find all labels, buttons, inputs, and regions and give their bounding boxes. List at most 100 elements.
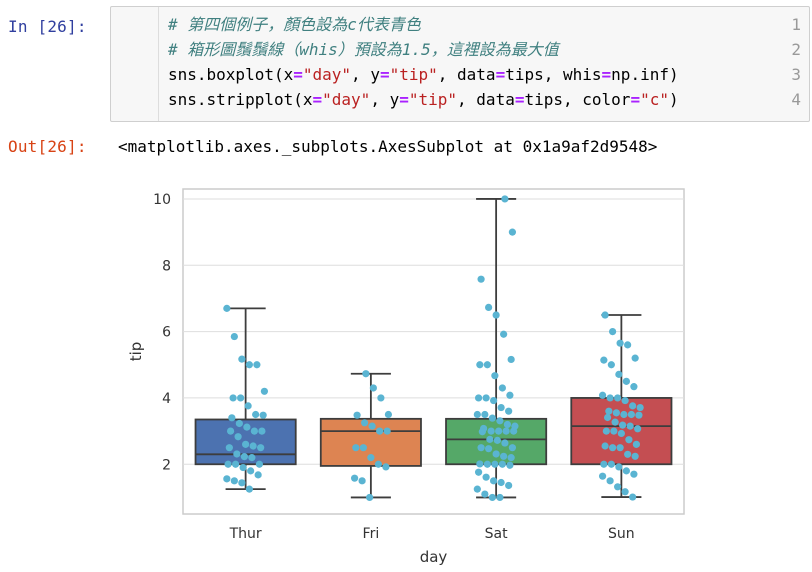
strip-point — [598, 391, 607, 399]
line-number: 1 — [791, 15, 801, 34]
code-token: tips, whis — [505, 65, 602, 84]
strip-point — [498, 460, 506, 468]
strip-point — [232, 460, 240, 468]
strip-point — [237, 394, 245, 402]
strip-point — [500, 452, 508, 460]
code-cell-input[interactable]: # 第四個例子，顏色設為c代表青色 # 箱形圖鬚鬚線（whis）預設為1.5，這裡… — [110, 6, 810, 122]
y-axis-label: tip — [127, 342, 145, 362]
strip-point — [606, 477, 614, 485]
strip-point — [635, 411, 643, 419]
strip-point — [609, 444, 617, 452]
code-string: "day" — [302, 65, 352, 84]
strip-point — [238, 355, 246, 363]
strip-point — [508, 228, 517, 236]
strip-point — [247, 467, 255, 475]
line-number: 3 — [791, 65, 801, 84]
code-token: , data — [437, 65, 496, 84]
strip-point — [369, 384, 377, 392]
strip-point — [491, 460, 499, 468]
strip-point — [224, 460, 232, 468]
strip-point — [600, 356, 608, 364]
strip-point — [491, 372, 499, 380]
strip-point — [384, 410, 393, 419]
strip-point — [481, 410, 489, 419]
code-line: sns.boxplot(x="day", y="tip", data=tips,… — [168, 62, 679, 87]
code-comment: # 箱形圖鬚鬚線（whis）預設為1.5，這裡設為最大值 — [168, 40, 559, 59]
code-token: , y — [351, 65, 380, 84]
strip-point — [492, 311, 500, 319]
strip-point — [473, 485, 481, 493]
code-operator: = — [399, 90, 409, 109]
strip-point — [505, 481, 513, 490]
strip-point — [609, 328, 617, 336]
code-string: "tip" — [389, 65, 438, 84]
strip-point — [483, 361, 491, 369]
code-token: , y — [370, 90, 400, 109]
strip-point — [621, 488, 629, 496]
strip-point — [258, 427, 266, 435]
strip-point — [622, 467, 630, 475]
input-prompt: In [26]: — [8, 17, 87, 36]
line-number: 2 — [791, 40, 801, 59]
strip-point — [624, 450, 632, 458]
strip-point — [257, 444, 265, 452]
strip-point — [253, 361, 261, 369]
strip-point — [482, 473, 490, 481]
strip-point — [260, 387, 269, 395]
strip-point — [382, 463, 390, 471]
strip-point — [625, 436, 633, 444]
code-operator: = — [379, 65, 390, 84]
strip-point — [627, 410, 635, 419]
strip-point — [250, 427, 258, 435]
code-operator: = — [630, 90, 641, 109]
strip-point — [603, 413, 612, 422]
strip-point — [598, 472, 607, 480]
strip-point — [229, 394, 237, 402]
code-string: "c" — [640, 90, 669, 109]
code-operator: = — [514, 90, 525, 109]
strip-point — [600, 460, 608, 468]
strip-point — [606, 394, 614, 402]
strip-point — [497, 478, 505, 487]
strip-point — [498, 384, 506, 392]
strip-point — [223, 304, 231, 312]
strip-point — [473, 410, 481, 419]
strip-point — [622, 377, 630, 385]
strip-point — [617, 429, 625, 438]
line-number-gutter — [111, 7, 159, 121]
strip-point — [630, 470, 638, 478]
strip-point — [615, 463, 623, 471]
strip-point — [230, 332, 238, 341]
strip-point — [478, 428, 486, 436]
strip-point — [482, 394, 490, 402]
strip-point — [505, 407, 513, 415]
code-string: "tip" — [408, 90, 458, 109]
strip-point — [601, 311, 609, 319]
strip-point — [501, 195, 509, 203]
strip-point — [621, 396, 629, 405]
strip-point — [500, 330, 508, 338]
strip-point — [259, 411, 267, 419]
code-token: np.inf) — [611, 65, 679, 84]
strip-point — [619, 421, 627, 429]
strip-point — [358, 477, 366, 485]
code-token: ) — [668, 90, 679, 109]
y-tick-label: 10 — [153, 192, 171, 208]
strip-point — [616, 444, 624, 452]
strip-point — [481, 490, 489, 498]
strip-point — [493, 436, 501, 444]
code-token: sns.boxplot(x — [168, 65, 294, 84]
strip-point — [252, 410, 260, 419]
strip-point — [492, 450, 500, 458]
strip-point — [607, 361, 615, 369]
strip-point — [506, 391, 514, 399]
strip-point — [352, 444, 360, 452]
strip-point — [502, 427, 510, 435]
strip-point — [359, 444, 367, 452]
strip-point — [248, 454, 256, 462]
strip-point — [353, 411, 361, 419]
strip-point — [496, 493, 504, 502]
strip-point — [614, 394, 622, 402]
strip-point — [490, 477, 498, 485]
strip-point — [611, 418, 619, 426]
